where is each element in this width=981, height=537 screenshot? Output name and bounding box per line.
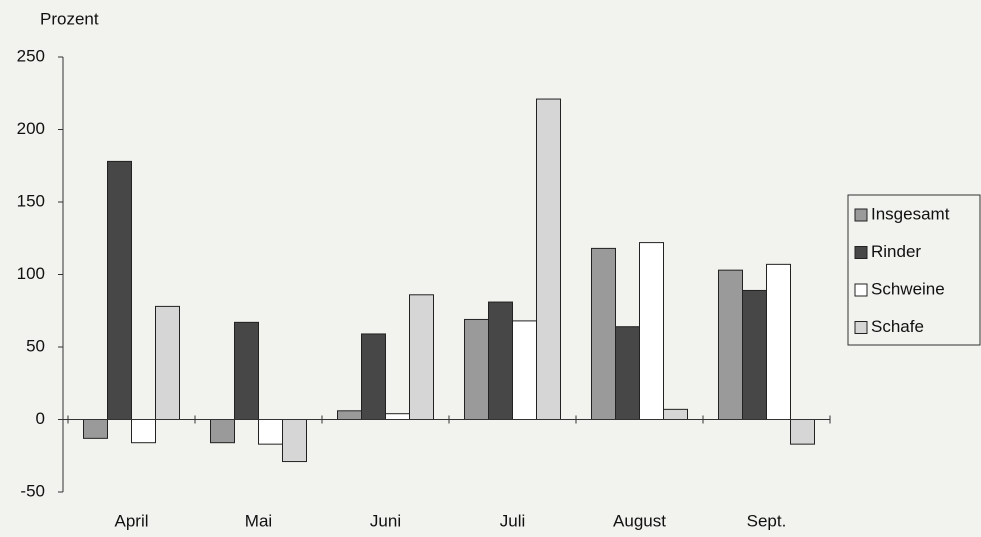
x-tick-label: Mai xyxy=(245,511,272,530)
legend-swatch xyxy=(854,283,868,297)
bar xyxy=(663,408,688,421)
x-tick-label: August xyxy=(613,511,666,530)
bar xyxy=(337,410,362,420)
bar xyxy=(409,294,434,420)
bar xyxy=(155,305,180,420)
legend-box xyxy=(847,194,981,346)
bar xyxy=(107,160,132,420)
bar xyxy=(385,413,410,421)
bar xyxy=(464,318,489,421)
y-tick-label: 150 xyxy=(17,191,45,210)
bar xyxy=(790,419,815,445)
bar xyxy=(639,242,664,420)
x-tick-label: April xyxy=(114,511,148,530)
legend-swatch xyxy=(854,246,868,259)
bar xyxy=(210,419,235,444)
bar xyxy=(536,98,561,421)
legend-swatch xyxy=(854,208,868,222)
legend-label: Rinder xyxy=(871,242,921,261)
bar xyxy=(83,419,108,439)
bar xyxy=(488,301,513,420)
y-tick-label: 200 xyxy=(17,119,45,138)
bar xyxy=(718,269,743,420)
y-tick-label: 250 xyxy=(17,46,45,65)
y-tick-label: -50 xyxy=(20,481,45,500)
y-tick-label: 100 xyxy=(17,264,45,283)
x-tick-label: Juli xyxy=(500,511,526,530)
x-tick-label: Sept. xyxy=(747,511,787,530)
y-axis-label: Prozent xyxy=(40,9,99,28)
bar xyxy=(234,321,259,421)
bar xyxy=(766,263,791,420)
legend-label: Schweine xyxy=(871,279,945,298)
y-tick-label: 50 xyxy=(26,336,45,355)
legend-swatch xyxy=(854,321,868,334)
bar xyxy=(512,320,537,420)
bar xyxy=(282,419,307,463)
bar xyxy=(258,419,283,445)
bar xyxy=(742,289,767,421)
bar xyxy=(361,333,386,421)
legend-label: Insgesamt xyxy=(871,204,950,223)
bar xyxy=(615,326,640,421)
legend-label: Schafe xyxy=(871,317,924,336)
bar xyxy=(591,247,616,420)
bar xyxy=(131,419,156,444)
x-tick-label: Juni xyxy=(370,511,401,530)
y-tick-label: 0 xyxy=(36,409,45,428)
